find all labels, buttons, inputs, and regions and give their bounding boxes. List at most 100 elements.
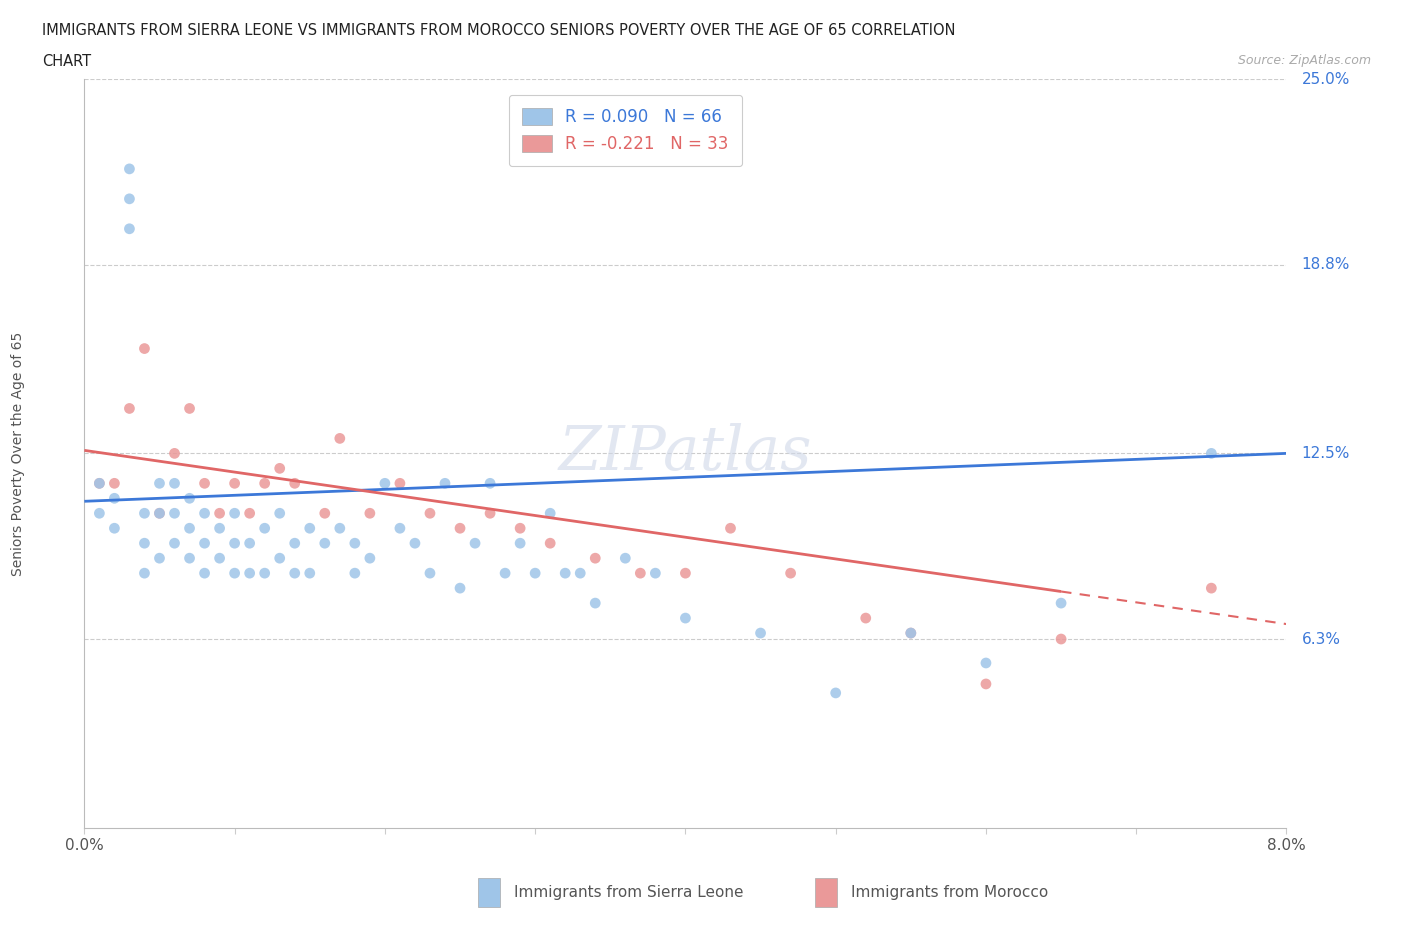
Text: Immigrants from Sierra Leone: Immigrants from Sierra Leone (513, 884, 744, 900)
Text: CHART: CHART (42, 54, 91, 69)
Point (163, 446, 186, 461)
Point (974, 676, 997, 691)
Point (314, 506, 336, 521)
Point (509, 536, 531, 551)
Point (404, 536, 426, 551)
Point (900, 626, 922, 641)
Point (269, 461, 291, 476)
Point (1050, 596, 1073, 611)
Point (89, 476, 111, 491)
Point (359, 506, 381, 521)
Point (148, 476, 170, 491)
Point (343, 536, 366, 551)
Text: 18.8%: 18.8% (1302, 258, 1350, 272)
Point (224, 506, 246, 521)
Text: Seniors Poverty Over the Age of 65: Seniors Poverty Over the Age of 65 (11, 331, 25, 576)
Point (89, 506, 111, 521)
Point (194, 565, 217, 580)
Point (900, 626, 922, 641)
Point (103, 476, 125, 491)
Point (388, 521, 411, 536)
Point (194, 476, 217, 491)
Point (749, 626, 772, 641)
Text: IMMIGRANTS FROM SIERRA LEONE VS IMMIGRANTS FROM MOROCCO SENIORS POVERTY OVER THE: IMMIGRANTS FROM SIERRA LEONE VS IMMIGRAN… (42, 23, 956, 38)
Point (449, 521, 471, 536)
Point (509, 521, 531, 536)
Point (419, 506, 441, 521)
Point (675, 611, 697, 626)
Point (329, 521, 352, 536)
Point (103, 521, 125, 536)
Point (253, 521, 276, 536)
Point (179, 521, 201, 536)
Point (179, 401, 201, 416)
Point (253, 476, 276, 491)
Point (208, 506, 231, 521)
Point (89, 476, 111, 491)
Point (118, 192, 141, 206)
Point (179, 491, 201, 506)
Point (284, 476, 307, 491)
Point (134, 341, 156, 356)
Point (1050, 631, 1073, 646)
Point (720, 521, 742, 536)
Point (253, 565, 276, 580)
Point (224, 536, 246, 551)
Point (163, 506, 186, 521)
Point (118, 162, 141, 177)
Point (239, 506, 262, 521)
Text: ZIPatlas: ZIPatlas (558, 423, 813, 484)
Point (134, 506, 156, 521)
Point (118, 221, 141, 236)
Point (269, 506, 291, 521)
Point (628, 565, 651, 580)
Text: 6.3%: 6.3% (1302, 631, 1340, 646)
Point (855, 611, 877, 626)
Point (479, 506, 502, 521)
Point (1201, 580, 1223, 595)
Point (284, 536, 307, 551)
Point (134, 536, 156, 551)
Point (538, 506, 561, 521)
Point (163, 536, 186, 551)
Point (974, 656, 997, 671)
Point (134, 565, 156, 580)
Point (194, 536, 217, 551)
Point (419, 565, 441, 580)
Text: Source: ZipAtlas.com: Source: ZipAtlas.com (1237, 54, 1371, 67)
Bar (478, 878, 499, 907)
Text: 12.5%: 12.5% (1302, 445, 1350, 461)
Point (479, 476, 502, 491)
Legend: R = 0.090   N = 66, R = -0.221   N = 33: R = 0.090 N = 66, R = -0.221 N = 33 (509, 95, 742, 166)
Point (224, 476, 246, 491)
Point (583, 596, 606, 611)
Point (239, 536, 262, 551)
Point (538, 536, 561, 551)
Text: Immigrants from Morocco: Immigrants from Morocco (851, 884, 1049, 900)
Point (314, 536, 336, 551)
Point (163, 476, 186, 491)
Point (449, 580, 471, 595)
Point (644, 565, 666, 580)
Point (269, 551, 291, 565)
Point (118, 401, 141, 416)
Point (824, 685, 846, 700)
Point (284, 565, 307, 580)
Point (1201, 446, 1223, 461)
Bar (815, 878, 837, 907)
Point (329, 431, 352, 445)
Point (343, 565, 366, 580)
Point (524, 565, 547, 580)
Point (359, 551, 381, 565)
Point (779, 565, 801, 580)
Point (148, 551, 170, 565)
Point (464, 536, 486, 551)
Point (148, 506, 170, 521)
Point (434, 476, 457, 491)
Point (675, 565, 697, 580)
Point (298, 565, 321, 580)
Point (179, 551, 201, 565)
Point (554, 565, 576, 580)
Point (224, 565, 246, 580)
Point (494, 565, 516, 580)
